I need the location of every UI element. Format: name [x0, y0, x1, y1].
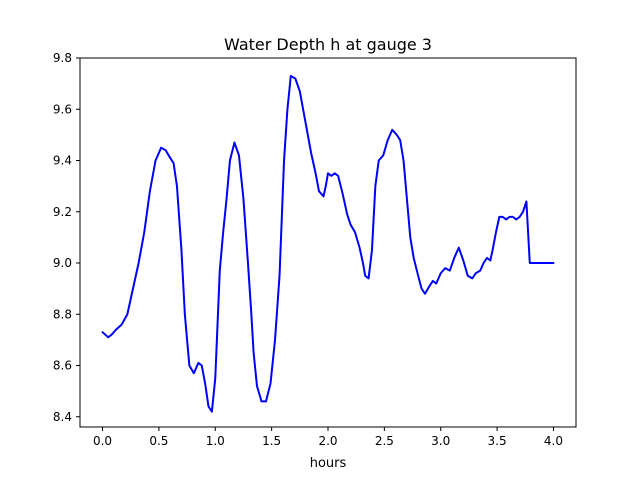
x-tick-label: 4.0	[544, 434, 563, 448]
x-tick-label: 2.5	[375, 434, 394, 448]
x-tick-label: 1.0	[206, 434, 225, 448]
y-tick-label: 9.2	[53, 205, 72, 219]
x-tick-label: 1.5	[262, 434, 281, 448]
x-tick-label: 2.0	[318, 434, 337, 448]
chart-title: Water Depth h at gauge 3	[224, 35, 432, 54]
x-tick-label: 0.0	[93, 434, 112, 448]
y-tick-label: 8.4	[53, 410, 72, 424]
x-axis-label: hours	[310, 456, 347, 471]
x-axis-ticks: 0.0 0.5 1.0 1.5 2.0 2.5 3.0 3.5 4.0	[93, 427, 563, 448]
y-tick-label: 9.6	[53, 102, 72, 116]
y-tick-label: 8.8	[53, 307, 72, 321]
y-tick-label: 8.6	[53, 359, 72, 373]
y-tick-label: 9.0	[53, 256, 72, 270]
x-tick-label: 3.5	[488, 434, 507, 448]
y-tick-label: 9.4	[53, 154, 72, 168]
x-tick-label: 3.0	[431, 434, 450, 448]
plot-area	[101, 74, 555, 413]
x-tick-label: 0.5	[149, 434, 168, 448]
y-axis-ticks: 8.4 8.6 8.8 9.0 9.2 9.4 9.6 9.8	[53, 51, 80, 424]
y-tick-label: 9.8	[53, 51, 72, 65]
series-line	[101, 74, 555, 413]
